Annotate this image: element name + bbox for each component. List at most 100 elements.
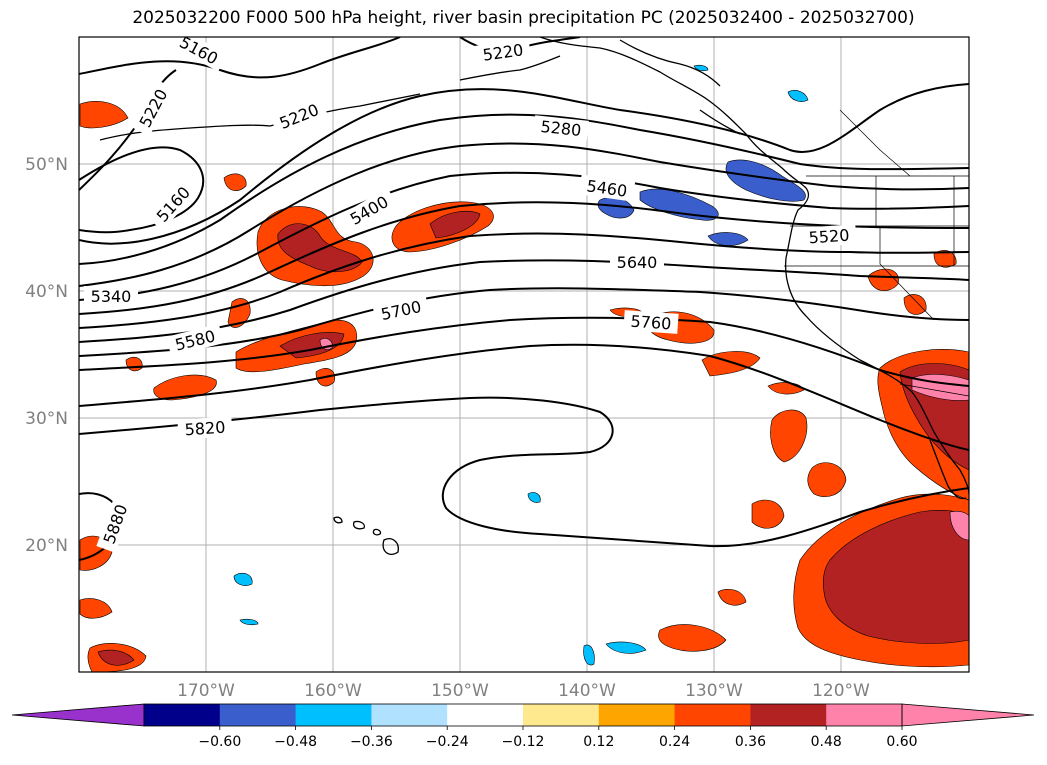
hawaii-island [382, 538, 399, 555]
lon-label-170w: 170°W [177, 681, 235, 701]
height-contour-5220 [619, 83, 969, 153]
provincial-border [839, 109, 911, 177]
colorbar-tick-label: 0.48 [811, 734, 842, 750]
height-contour-5160 [79, 146, 205, 234]
precip-positive-area [770, 409, 808, 463]
aleutian-chain [99, 124, 271, 141]
colorbar-segments [11, 703, 1035, 727]
precip-positive-area [79, 598, 113, 619]
contour-label: 5520 [808, 226, 850, 248]
precip-negative-area [239, 618, 259, 626]
lat-label-30n: 30°N [25, 409, 68, 429]
colorbar-ticks: −0.60 −0.48 −0.36 −0.24 −0.12 0.12 0.24 0.36 0.4… [198, 726, 918, 750]
precip-negative-area [693, 64, 709, 72]
north-america-coast [539, 37, 969, 495]
precip-negative-area [707, 232, 749, 246]
precip-positive-area [933, 250, 957, 268]
us-mexico-border [899, 383, 969, 397]
state-border [879, 226, 935, 321]
plot-frame [78, 36, 970, 673]
colorbar-tick-label: 0.24 [659, 734, 690, 750]
colorbar-tick-label: 0.36 [735, 734, 766, 750]
lon-label-150w: 150°W [431, 681, 489, 701]
height-contour-5760 [79, 343, 969, 451]
colorbar-tick-label: −0.12 [502, 734, 545, 750]
political-borders [784, 109, 969, 397]
colorbar-segment [523, 704, 600, 726]
lon-label-130w: 130°W [685, 681, 743, 701]
colorbar-segment [826, 704, 903, 726]
height-contour-5520 [79, 232, 969, 329]
precip-negative-area [725, 159, 806, 202]
height-contour-5580 [79, 259, 969, 343]
coastlines [99, 37, 969, 555]
lat-label-50n: 50°N [25, 155, 68, 175]
height-contour-5340 [79, 142, 969, 287]
precip-positive-area [807, 462, 847, 497]
colorbar-segment [674, 704, 751, 726]
height-contour-5400 [79, 171, 969, 301]
contour-label: 5640 [617, 253, 658, 272]
height-contour-5220 [79, 88, 621, 245]
precip-positive-area [717, 589, 747, 606]
colorbar-segment [447, 704, 524, 726]
alaska-south-coast [459, 55, 561, 81]
lat-label-40n: 40°N [25, 282, 68, 302]
colorbar-segment [598, 704, 676, 726]
hawaii-island [352, 520, 366, 530]
precip-positive-area [79, 101, 129, 129]
precip-positive-area [867, 268, 899, 291]
height-contour-5700 [79, 316, 969, 387]
colorbar-tick-label: 0.60 [886, 734, 917, 750]
longitude-labels: 170°W 160°W 150°W 140°W 130°W 120°W [177, 681, 870, 701]
colorbar-tick-label: −0.24 [426, 734, 469, 750]
colorbar-tick-label: −0.36 [350, 734, 393, 750]
colorbar-segment [219, 704, 297, 726]
precip-positive-area [223, 173, 247, 191]
colorbar-tick-label: 0.12 [583, 734, 614, 750]
colorbar-extend-high [901, 703, 1035, 727]
colorbar-tick-label: −0.60 [198, 734, 241, 750]
baja-coast [929, 439, 967, 500]
hawaii-island [372, 528, 382, 536]
precip-negative-area [605, 641, 647, 654]
hawaii-island [333, 516, 343, 524]
lat-label-20n: 20°N [25, 536, 68, 556]
height-contour-5160 [79, 37, 401, 79]
colorbar-extend-low [11, 703, 145, 727]
map-title: 2025032200 F000 500 hPa height, river ba… [132, 8, 915, 28]
latitude-labels: 50°N 40°N 30°N 20°N [25, 155, 68, 556]
colorbar: −0.60 −0.48 −0.36 −0.24 −0.12 0.12 0.24 0.36 0.4… [11, 703, 1035, 750]
contour-label: 5340 [91, 287, 132, 306]
colorbar-segment [371, 704, 448, 726]
precip-positive-area [822, 510, 969, 644]
precip-negative-area [787, 90, 809, 102]
contour-label: 5820 [184, 418, 226, 440]
precip-negative-area [527, 492, 541, 503]
precip-positive-area [429, 211, 481, 239]
contour-label: 5280 [540, 117, 582, 140]
precip-positive-area [153, 374, 217, 401]
precip-positive-area [903, 294, 927, 315]
height-contour-5640 [79, 287, 969, 357]
precip-positive-area [751, 499, 785, 529]
precip-negative-area [233, 572, 253, 586]
colorbar-segment [750, 704, 827, 726]
colorbar-segment [295, 704, 372, 726]
colorbar-tick-label: −0.48 [274, 734, 317, 750]
precip-negative-area [583, 644, 595, 666]
precipitation-shading [79, 64, 969, 672]
lon-label-160w: 160°W [304, 681, 362, 701]
contour-label: 5760 [630, 312, 672, 334]
height-contour-5280 [79, 113, 969, 265]
lon-label-140w: 140°W [558, 681, 616, 701]
panhandle-coast [619, 39, 721, 87]
precip-positive-area [658, 624, 727, 652]
lon-label-120w: 120°W [812, 681, 870, 701]
height-contour-5820 [79, 396, 969, 548]
map-plot-area: 5160 5220 5220 5220 5160 5280 5340 5400 … [78, 36, 970, 673]
precip-positive-area [97, 649, 135, 666]
colorbar-segment [144, 704, 221, 726]
precip-positive-area [949, 510, 969, 541]
